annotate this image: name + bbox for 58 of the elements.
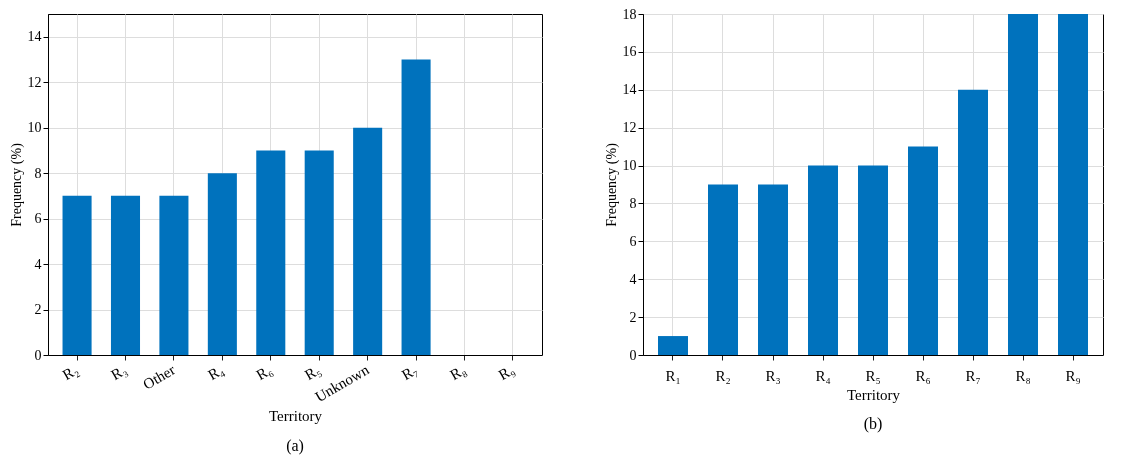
x-tick-label: R₇ xyxy=(398,361,421,384)
bar xyxy=(858,165,888,355)
x-tick-label: R₂ xyxy=(59,361,82,384)
bar xyxy=(256,150,286,355)
text: (a) xyxy=(286,436,304,455)
bar xyxy=(708,184,738,355)
y-tick-label: 18 xyxy=(622,6,637,22)
x-tick-label: R₈ xyxy=(1015,367,1031,384)
bar xyxy=(401,59,431,355)
x-tick-label: Other xyxy=(140,361,178,393)
x-tick-label: R₆ xyxy=(915,367,931,384)
x-tick-label: R₅ xyxy=(865,367,881,384)
y-tick-label: 8 xyxy=(629,195,637,211)
bar xyxy=(758,184,788,355)
y-tick-label: 12 xyxy=(622,120,637,136)
x-tick-label: R₉ xyxy=(495,361,517,384)
y-tick-label: 4 xyxy=(34,256,42,272)
y-tick-label: 16 xyxy=(622,44,637,60)
y-tick-label: 8 xyxy=(34,165,42,181)
bar xyxy=(808,165,838,355)
y-tick-label: 14 xyxy=(27,29,42,45)
x-tick-label: R₆ xyxy=(253,361,275,384)
bar xyxy=(353,127,383,355)
x-tick-label: R₉ xyxy=(1065,367,1081,384)
bar xyxy=(110,195,141,355)
y-tick-label: 14 xyxy=(622,82,637,98)
bar xyxy=(1058,14,1088,355)
x-tick-label: R₈ xyxy=(447,361,469,384)
bar xyxy=(908,146,938,355)
text: (b) xyxy=(863,415,883,433)
bar xyxy=(1008,14,1038,355)
y-tick-label: 6 xyxy=(629,233,637,249)
y-tick-label: 2 xyxy=(629,309,637,325)
y-tick-label: 0 xyxy=(629,347,637,363)
bar xyxy=(207,173,237,355)
bar xyxy=(62,195,92,355)
y-tick-label: 10 xyxy=(27,120,42,136)
bar xyxy=(658,336,688,355)
y-tick-label: 2 xyxy=(34,302,42,318)
x-tick-label: R₄ xyxy=(205,361,227,384)
y-tick-label: 0 xyxy=(34,347,42,363)
x-axis-title: Territory xyxy=(846,386,901,403)
y-tick-label: 4 xyxy=(629,271,637,287)
x-tick-label: R₃ xyxy=(765,367,781,384)
x-tick-label: R₇ xyxy=(965,367,981,384)
x-axis-title: Territory xyxy=(268,408,323,425)
bar xyxy=(958,89,988,355)
y-tick-label: 10 xyxy=(622,158,637,174)
bar xyxy=(159,195,189,355)
x-tick-label: R₂ xyxy=(715,367,731,384)
x-tick-label: R₃ xyxy=(108,361,130,384)
y-axis-title: Frequency (%) xyxy=(603,142,620,227)
bar xyxy=(304,150,334,355)
y-tick-label: 12 xyxy=(27,74,42,90)
y-tick-label: 6 xyxy=(34,211,42,227)
x-tick-label: R₄ xyxy=(815,367,831,384)
x-tick-label: R₁ xyxy=(665,367,681,384)
y-axis-title: Frequency (%) xyxy=(8,142,25,227)
